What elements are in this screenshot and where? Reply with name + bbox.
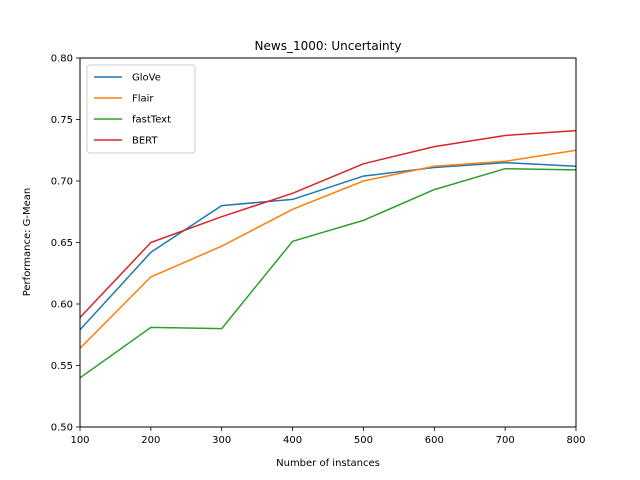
- y-tick-label: 0.80: [51, 54, 73, 65]
- y-tick-label: 0.60: [51, 300, 73, 311]
- x-tick-label: 200: [141, 435, 160, 446]
- y-tick-label: 0.75: [51, 115, 73, 126]
- x-tick-label: 400: [283, 435, 302, 446]
- x-axis-label: Number of instances: [276, 458, 380, 469]
- x-tick-label: 800: [566, 435, 585, 446]
- legend-label-glove: GloVe: [132, 73, 161, 84]
- series-line-bert: [79, 129, 577, 319]
- y-tick-label: 0.50: [51, 423, 73, 434]
- legend-box: [86, 64, 196, 154]
- series-layer: [79, 129, 577, 379]
- y-tick-label: 0.65: [51, 238, 73, 249]
- y-axis-label: Performance: G-Mean: [22, 188, 33, 297]
- x-tick-label: 500: [354, 435, 373, 446]
- x-axis: 100 200 300 400 500 600 700 800: [70, 427, 586, 446]
- y-tick-label: 0.70: [51, 177, 73, 188]
- x-tick-label: 300: [212, 435, 231, 446]
- legend-label-bert: BERT: [132, 136, 158, 147]
- series-line-fasttext: [79, 167, 577, 379]
- chart-title: News_1000: Uncertainty: [255, 39, 402, 53]
- legend-label-fasttext: fastText: [132, 115, 171, 126]
- series-line-flair: [79, 149, 577, 349]
- legend-label-flair: Flair: [132, 94, 154, 105]
- x-tick-label: 100: [70, 435, 89, 446]
- y-axis: 0.50 0.55 0.60 0.65 0.70 0.75 0.80: [51, 54, 80, 434]
- y-tick-label: 0.55: [51, 361, 73, 372]
- legend: GloVe Flair fastText BERT: [86, 64, 196, 154]
- x-tick-label: 600: [425, 435, 444, 446]
- series-line-glove: [79, 161, 577, 331]
- x-tick-label: 700: [496, 435, 515, 446]
